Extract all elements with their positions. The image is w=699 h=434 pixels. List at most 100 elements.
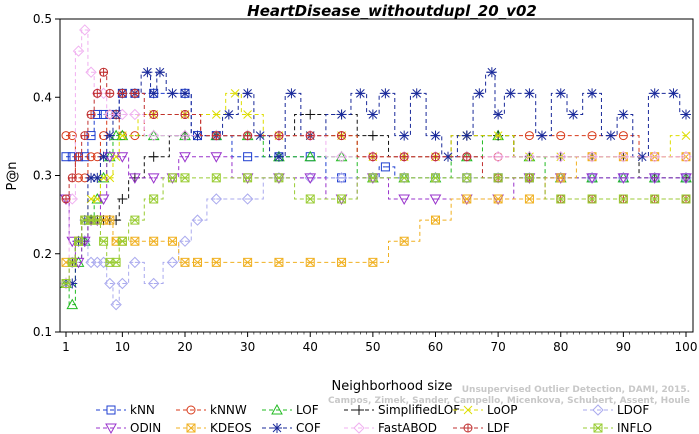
series-line-segment <box>341 135 373 158</box>
data-point <box>430 215 440 225</box>
series-line-segment <box>78 240 85 263</box>
data-point <box>99 67 109 77</box>
data-point <box>493 173 503 183</box>
series-line-segment <box>78 29 85 52</box>
data-point <box>147 129 160 142</box>
data-point <box>681 131 691 140</box>
legend-marker <box>463 423 473 433</box>
data-point <box>92 215 102 225</box>
series-line-segment <box>84 219 92 242</box>
data-point <box>650 194 660 204</box>
legend-item-loop: LoOP <box>453 403 518 417</box>
series-line-segment <box>91 71 98 94</box>
data-point <box>243 131 253 141</box>
data-point <box>555 88 566 99</box>
data-point <box>380 88 391 99</box>
data-point <box>79 24 91 36</box>
data-point <box>210 193 223 205</box>
data-point <box>411 88 422 99</box>
y-tick-label: 0.3 <box>33 169 52 183</box>
data-point <box>72 45 85 57</box>
data-point <box>180 257 190 267</box>
data-point <box>149 236 159 246</box>
series-line-segment <box>153 177 173 200</box>
series-line-segment <box>91 113 98 137</box>
data-point <box>304 150 317 162</box>
data-point <box>179 235 191 247</box>
data-point <box>67 173 77 183</box>
data-point <box>305 131 315 141</box>
legend-marker <box>186 405 196 415</box>
data-point <box>105 88 115 98</box>
legend-label: LOF <box>296 403 319 417</box>
x-tick-label: 50 <box>365 340 380 354</box>
series-line-segment <box>197 198 217 221</box>
data-point <box>461 130 472 141</box>
series-line-segment <box>72 50 79 200</box>
series-line-segment <box>341 135 373 158</box>
data-point <box>104 277 116 290</box>
legend-marker <box>106 405 116 415</box>
data-point <box>304 173 317 184</box>
series-line-segment <box>372 240 405 263</box>
data-point <box>523 151 536 163</box>
data-point <box>618 131 628 141</box>
series-line-segment <box>479 71 492 94</box>
data-point <box>111 257 121 267</box>
data-point <box>462 173 472 183</box>
legend-marker <box>463 405 473 415</box>
data-point <box>337 257 347 267</box>
data-point <box>368 173 378 183</box>
data-point <box>167 236 177 246</box>
data-point <box>167 88 178 99</box>
data-point <box>493 109 504 120</box>
data-point <box>617 173 630 184</box>
data-point <box>273 151 284 162</box>
data-point <box>80 131 90 141</box>
series-line-segment <box>122 156 135 179</box>
data-point <box>105 215 115 225</box>
x-tick-label: 10 <box>115 340 130 354</box>
data-point <box>568 109 579 120</box>
data-point <box>337 131 347 141</box>
data-point <box>211 110 221 119</box>
data-point <box>461 172 473 184</box>
data-point <box>605 130 616 141</box>
data-point <box>243 152 253 162</box>
data-point <box>149 109 159 119</box>
series-line-segment <box>109 156 117 179</box>
series-line-segment <box>84 135 92 158</box>
data-point <box>142 67 153 78</box>
legend-label: INFLO <box>617 421 652 434</box>
series-line-segment <box>310 135 342 158</box>
data-point <box>524 88 535 99</box>
series-line-segment <box>416 92 436 137</box>
data-point <box>110 298 122 311</box>
data-point <box>618 194 628 204</box>
series-line-segment <box>122 113 154 137</box>
data-point <box>398 194 411 206</box>
data-point <box>429 172 442 184</box>
series-line-segment <box>122 219 135 242</box>
series-line-segment <box>404 92 417 137</box>
x-tick-label: 100 <box>675 340 698 354</box>
series-line-segment <box>642 92 655 158</box>
data-point <box>399 152 409 162</box>
series-line-segment <box>541 92 561 137</box>
data-point <box>116 108 129 121</box>
series-line-segment <box>184 113 217 137</box>
data-point <box>210 152 223 163</box>
legend-marker <box>186 423 196 433</box>
data-point <box>243 173 253 183</box>
data-point <box>492 151 504 163</box>
y-tick-label: 0.4 <box>33 90 52 104</box>
data-point <box>180 173 190 183</box>
data-point <box>587 194 597 204</box>
data-point <box>117 236 127 246</box>
series-line-segment <box>498 92 511 115</box>
y-axis: 0.1 0.2 0.3 0.4 0.5 <box>33 12 60 339</box>
legend-item-cof: COF <box>262 421 321 434</box>
data-point <box>681 109 691 120</box>
series-line-segment <box>654 135 686 158</box>
series-line-segment <box>529 177 561 200</box>
